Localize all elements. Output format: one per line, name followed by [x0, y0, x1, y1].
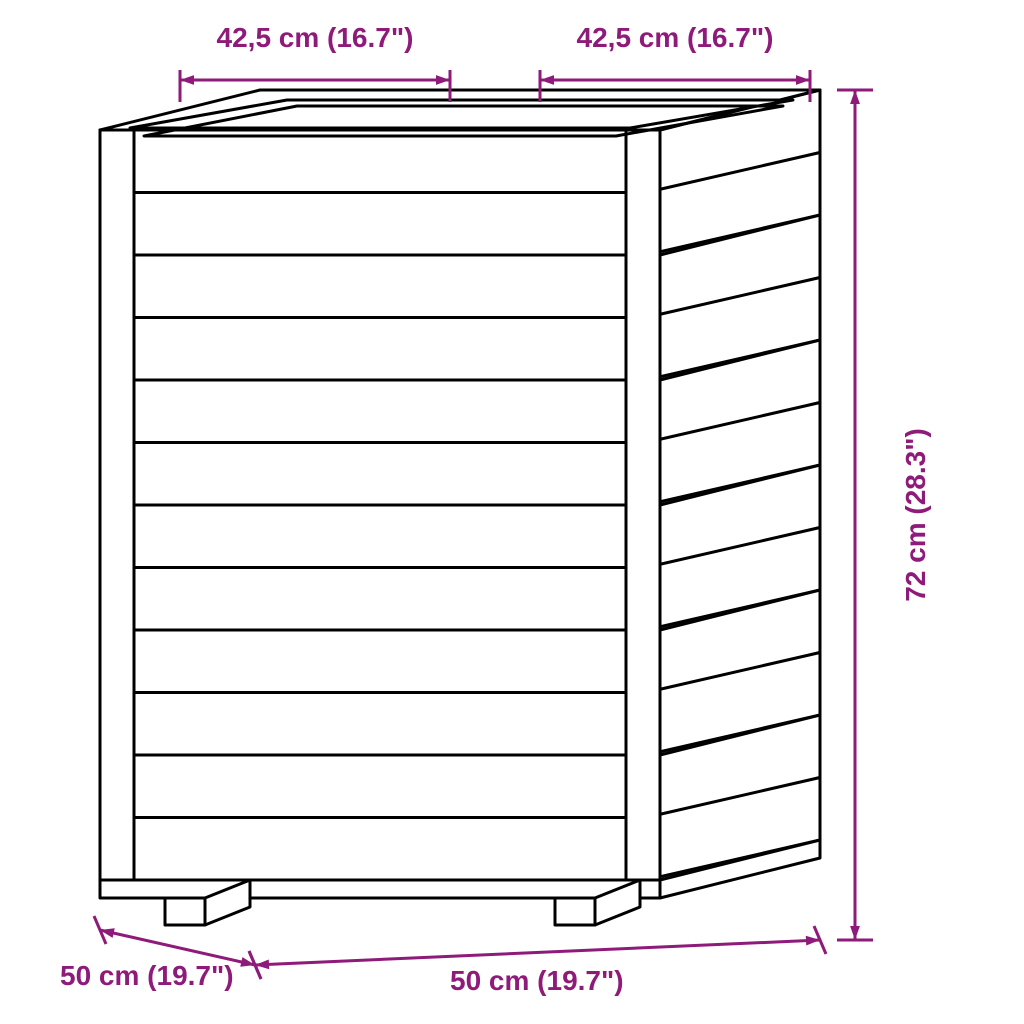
dim-depth: 50 cm (19.7")	[60, 960, 234, 991]
dim-height: 72 cm (28.3")	[900, 428, 931, 602]
dim-top-inner-right: 42,5 cm (16.7")	[577, 22, 774, 53]
dim-width: 50 cm (19.7")	[450, 965, 624, 996]
slats	[134, 90, 820, 880]
dimension-diagram: 42,5 cm (16.7") 42,5 cm (16.7") 72 cm (28.…	[0, 0, 1024, 1024]
dim-top-inner-left: 42,5 cm (16.7")	[217, 22, 414, 53]
